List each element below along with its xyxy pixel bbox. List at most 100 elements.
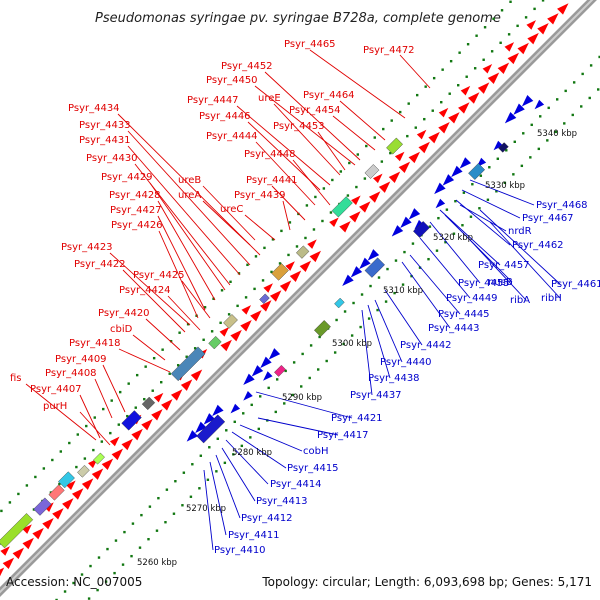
forward-gene-arrow[interactable]	[269, 287, 284, 302]
forward-gene-arrow[interactable]	[460, 83, 473, 96]
gene-label[interactable]: Psyr_4413	[256, 496, 308, 507]
gene-label[interactable]: Psyr_4411	[228, 530, 280, 541]
forward-gene-arrow[interactable]	[2, 555, 17, 570]
forward-gene-arrow[interactable]	[71, 485, 86, 500]
reverse-gene-arrow[interactable]	[261, 371, 273, 383]
forward-gene-arrow[interactable]	[418, 139, 432, 154]
gene-label[interactable]: ribH	[541, 293, 562, 304]
reverse-feature[interactable]	[196, 414, 226, 444]
forward-gene-arrow[interactable]	[161, 396, 175, 411]
gene-label[interactable]: nusB	[488, 277, 513, 288]
forward-gene-arrow[interactable]	[526, 18, 538, 30]
forward-gene-arrow[interactable]	[307, 237, 319, 249]
gene-label[interactable]: Psyr_4448	[244, 149, 296, 160]
reverse-feature[interactable]	[334, 297, 345, 309]
reverse-gene-arrow[interactable]	[519, 94, 534, 109]
gene-label[interactable]: Psyr_4447	[187, 95, 239, 106]
forward-gene-arrow[interactable]	[240, 317, 254, 332]
forward-feature[interactable]	[295, 245, 310, 259]
gene-label[interactable]: fis	[10, 373, 22, 384]
forward-feature[interactable]	[223, 314, 238, 329]
forward-gene-arrow[interactable]	[497, 60, 512, 75]
gene-label[interactable]: cobH	[303, 446, 328, 457]
forward-gene-arrow[interactable]	[111, 446, 126, 461]
gene-label[interactable]: Psyr_4424	[119, 285, 171, 296]
forward-gene-arrow[interactable]	[62, 495, 76, 510]
forward-gene-arrow[interactable]	[477, 79, 492, 94]
gene-label[interactable]: Psyr_4437	[350, 390, 402, 401]
forward-gene-arrow[interactable]	[299, 258, 314, 273]
forward-gene-arrow[interactable]	[32, 525, 46, 540]
gene-label[interactable]: Psyr_4457	[478, 260, 530, 271]
forward-gene-arrow[interactable]	[121, 436, 135, 451]
reverse-gene-arrow[interactable]	[431, 182, 446, 197]
forward-gene-arrow[interactable]	[0, 565, 7, 579]
gene-label[interactable]: Psyr_4444	[206, 131, 258, 142]
gene-label[interactable]: Psyr_4439	[234, 190, 286, 201]
reverse-gene-arrow[interactable]	[266, 348, 281, 362]
forward-gene-arrow[interactable]	[507, 50, 522, 65]
reverse-gene-arrow[interactable]	[339, 274, 354, 289]
forward-gene-arrow[interactable]	[44, 500, 56, 512]
reverse-gene-arrow[interactable]	[257, 356, 272, 371]
reverse-gene-arrow[interactable]	[209, 404, 224, 419]
forward-gene-arrow[interactable]	[349, 208, 363, 223]
forward-gene-arrow[interactable]	[289, 268, 304, 282]
gene-label[interactable]: Psyr_4417	[317, 430, 369, 441]
forward-gene-arrow[interactable]	[131, 426, 145, 441]
gene-label[interactable]: Psyr_4438	[368, 373, 420, 384]
forward-gene-arrow[interactable]	[482, 62, 495, 74]
gene-label[interactable]: Psyr_4462	[512, 240, 564, 251]
gene-label[interactable]: Psyr_4442	[400, 340, 452, 351]
gene-label[interactable]: Psyr_4446	[199, 111, 251, 122]
gene-label[interactable]: Psyr_4430	[86, 153, 138, 164]
forward-gene-arrow[interactable]	[487, 70, 502, 84]
gene-label[interactable]: cbiD	[110, 324, 133, 335]
gene-label[interactable]: Psyr_4472	[363, 45, 415, 56]
forward-gene-arrow[interactable]	[250, 307, 264, 322]
forward-gene-arrow[interactable]	[557, 0, 571, 15]
forward-gene-arrow[interactable]	[220, 337, 234, 352]
forward-feature[interactable]	[58, 471, 75, 489]
gene-label[interactable]: Psyr_4428	[109, 190, 161, 201]
forward-gene-arrow[interactable]	[101, 456, 116, 471]
forward-feature[interactable]	[386, 137, 403, 155]
forward-gene-arrow[interactable]	[378, 178, 393, 193]
forward-gene-arrow[interactable]	[109, 434, 122, 447]
reverse-gene-arrow[interactable]	[241, 391, 253, 403]
forward-gene-arrow[interactable]	[241, 303, 253, 315]
forward-gene-arrow[interactable]	[398, 159, 413, 174]
forward-feature[interactable]	[93, 452, 105, 465]
forward-feature[interactable]	[141, 396, 156, 411]
forward-gene-arrow[interactable]	[527, 30, 541, 45]
forward-gene-arrow[interactable]	[12, 545, 27, 560]
forward-gene-arrow[interactable]	[0, 544, 12, 556]
gene-label[interactable]: Psyr_4449	[446, 293, 498, 304]
forward-gene-arrow[interactable]	[458, 99, 472, 114]
reverse-gene-arrow[interactable]	[433, 198, 446, 211]
gene-label[interactable]: Psyr_4410	[214, 545, 266, 556]
reverse-gene-arrow[interactable]	[412, 219, 424, 232]
reverse-gene-arrow[interactable]	[440, 174, 455, 188]
gene-label[interactable]: Psyr_4418	[69, 338, 121, 349]
gene-label[interactable]: Psyr_4420	[98, 308, 150, 319]
reverse-gene-arrow[interactable]	[532, 99, 545, 112]
forward-gene-arrow[interactable]	[339, 218, 353, 233]
forward-gene-arrow[interactable]	[81, 475, 96, 490]
reverse-gene-arrow[interactable]	[184, 430, 199, 444]
reverse-gene-arrow[interactable]	[348, 266, 363, 280]
forward-feature[interactable]	[0, 513, 34, 549]
forward-gene-arrow[interactable]	[263, 281, 275, 293]
gene-label[interactable]: Psyr_4421	[331, 413, 383, 424]
forward-gene-arrow[interactable]	[329, 215, 341, 228]
forward-feature[interactable]	[259, 293, 270, 305]
reverse-gene-arrow[interactable]	[397, 216, 412, 231]
forward-gene-arrow[interactable]	[285, 259, 297, 271]
gene-label[interactable]: Psyr_4441	[246, 175, 298, 186]
gene-label[interactable]: Psyr_4425	[133, 270, 185, 281]
reverse-feature[interactable]	[468, 163, 486, 180]
gene-label[interactable]: Psyr_4431	[79, 135, 131, 146]
gene-label[interactable]: Psyr_4450	[206, 75, 258, 86]
forward-gene-arrow[interactable]	[448, 109, 462, 124]
reverse-gene-arrow[interactable]	[457, 157, 472, 171]
